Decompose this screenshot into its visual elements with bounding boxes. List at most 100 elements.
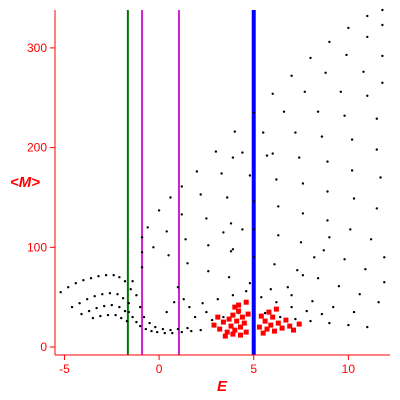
data-point xyxy=(275,301,278,304)
data-point xyxy=(277,205,280,208)
data-point xyxy=(301,182,305,185)
y-tick-label: 200 xyxy=(27,141,47,155)
highlight-point xyxy=(232,327,238,333)
data-point xyxy=(252,200,255,203)
data-point xyxy=(226,196,229,199)
data-point xyxy=(294,317,297,321)
data-point xyxy=(152,246,155,249)
data-point xyxy=(131,315,134,319)
y-tick-label: 0 xyxy=(40,340,47,354)
data-point xyxy=(201,302,204,305)
data-point xyxy=(366,325,369,329)
data-point xyxy=(364,268,367,271)
data-point xyxy=(82,279,85,282)
data-point xyxy=(383,281,386,284)
data-point xyxy=(311,300,314,303)
highlight-point xyxy=(241,320,247,326)
data-point xyxy=(131,280,134,283)
data-point xyxy=(144,327,147,331)
data-point xyxy=(324,71,327,75)
data-point xyxy=(260,296,263,299)
data-point xyxy=(169,196,172,199)
data-point xyxy=(180,185,183,188)
data-point xyxy=(207,270,210,273)
data-point xyxy=(167,254,170,257)
red-points xyxy=(211,299,302,339)
x-tick-label: 0 xyxy=(156,362,163,376)
vertical-lines xyxy=(126,10,256,355)
data-point xyxy=(290,294,293,297)
data-point xyxy=(173,301,176,304)
highlight-point xyxy=(215,314,221,320)
highlight-point xyxy=(238,324,243,330)
y-tick-label: 300 xyxy=(27,41,47,55)
data-point xyxy=(116,293,119,296)
data-point xyxy=(59,291,62,294)
data-point xyxy=(150,329,153,333)
data-point xyxy=(273,263,276,266)
highlight-point xyxy=(222,333,228,339)
data-point xyxy=(343,114,346,117)
data-point xyxy=(190,329,193,333)
axes xyxy=(54,10,390,356)
data-point xyxy=(303,90,306,94)
data-point xyxy=(231,156,235,159)
data-point xyxy=(154,325,157,329)
highlight-point xyxy=(291,327,296,333)
highlight-point xyxy=(224,329,230,335)
data-point xyxy=(358,293,361,296)
data-point xyxy=(328,321,331,325)
data-point xyxy=(101,293,104,296)
data-point xyxy=(366,35,369,39)
data-point xyxy=(135,320,138,324)
highlight-point xyxy=(296,321,302,327)
data-point xyxy=(139,305,142,309)
highlight-point xyxy=(287,323,293,329)
data-point xyxy=(305,309,308,313)
data-point xyxy=(328,236,331,239)
data-point xyxy=(316,110,320,113)
data-point xyxy=(282,110,286,113)
data-point xyxy=(269,288,272,291)
data-point xyxy=(366,94,369,98)
data-point xyxy=(347,26,350,30)
data-point xyxy=(320,312,324,316)
data-point xyxy=(326,160,329,163)
highlight-point xyxy=(226,316,232,322)
data-point xyxy=(80,312,83,316)
highlight-point xyxy=(268,322,274,328)
data-point xyxy=(332,305,335,309)
data-point xyxy=(299,241,303,244)
data-point xyxy=(123,280,127,283)
data-point xyxy=(157,209,161,212)
data-point xyxy=(343,258,346,261)
x-tick-label: 5 xyxy=(250,362,257,376)
data-point xyxy=(381,54,384,58)
highlight-point xyxy=(234,318,240,324)
data-point xyxy=(229,250,233,253)
data-point xyxy=(241,228,244,231)
data-point xyxy=(271,152,274,155)
data-point xyxy=(86,298,89,301)
data-point xyxy=(277,234,280,237)
data-point xyxy=(188,305,191,309)
highlight-point xyxy=(230,312,236,318)
data-point xyxy=(275,178,278,181)
data-point xyxy=(290,74,293,78)
data-point xyxy=(142,315,146,319)
data-point xyxy=(97,275,100,278)
data-point xyxy=(112,274,115,277)
data-point xyxy=(104,274,108,277)
data-point xyxy=(89,277,93,280)
highlight-point xyxy=(211,322,217,328)
data-point xyxy=(176,286,180,289)
data-point xyxy=(309,319,312,323)
data-point xyxy=(129,288,132,291)
data-point xyxy=(169,328,172,332)
data-point xyxy=(263,311,267,315)
data-point xyxy=(180,213,183,216)
data-point xyxy=(161,327,165,331)
data-point xyxy=(248,174,252,177)
data-point xyxy=(328,40,331,44)
data-point xyxy=(262,131,265,134)
